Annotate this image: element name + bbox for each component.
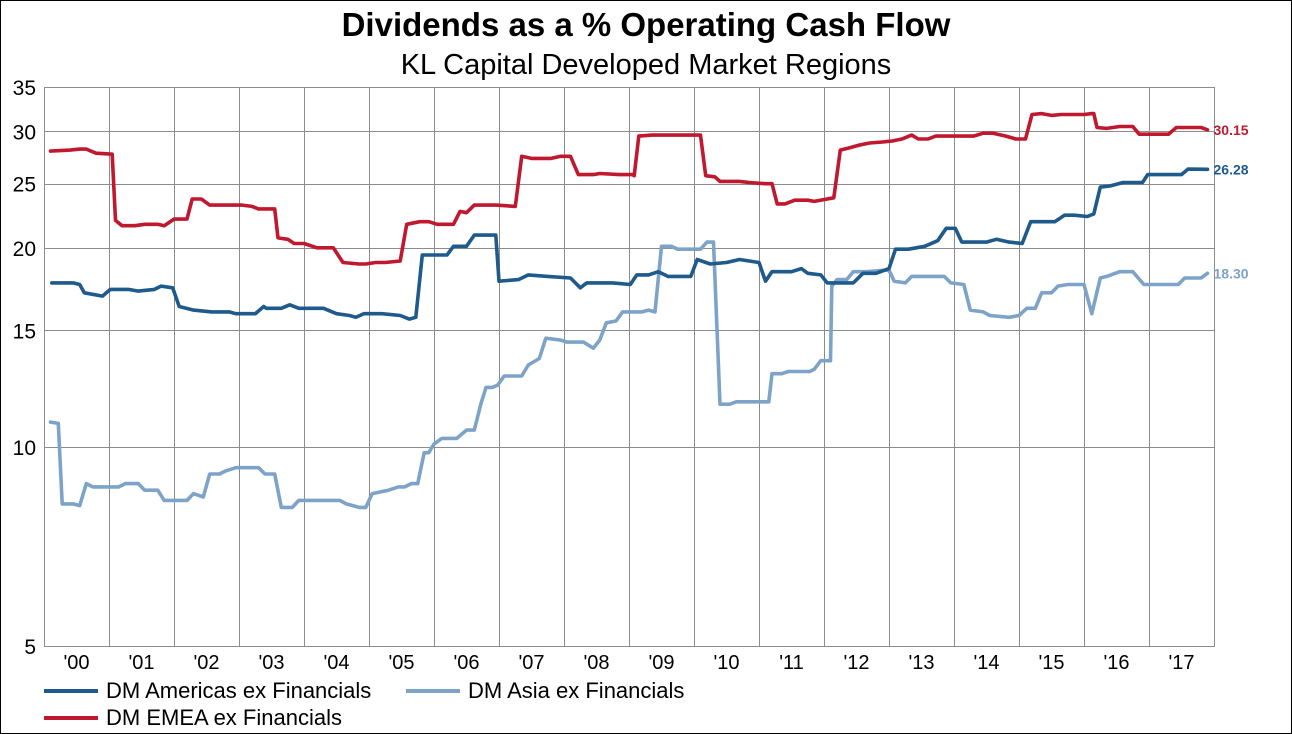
x-tick-label: '17	[1168, 652, 1194, 674]
series-end-label-1: 18.30	[1214, 265, 1249, 281]
x-tick-label: '11	[779, 652, 804, 674]
series-end-label-2: 30.15	[1214, 122, 1249, 138]
legend-swatch-americas	[44, 689, 98, 693]
y-tick-label: 30	[13, 121, 36, 144]
x-axis-tick-labels: '00 '01 '02 '03 '04 '05 '06 '07 '08 '09 '10 '11 '12 '…	[63, 652, 1194, 674]
chart-title: Dividends as a % Operating Cash Flow	[341, 6, 951, 43]
series-end-labels: 18.30 26.28 30.15	[1214, 122, 1249, 281]
y-tick-label: 10	[13, 437, 36, 460]
legend-item-asia[interactable]: DM Asia ex Financials	[406, 678, 684, 704]
legend-label-emea: DM EMEA ex Financials	[106, 705, 342, 730]
gridlines	[44, 87, 1215, 647]
x-tick-label: '16	[1103, 652, 1129, 674]
legend-item-emea[interactable]: DM EMEA ex Financials	[44, 705, 342, 731]
x-tick-label: '07	[518, 652, 544, 674]
y-axis-tick-labels: 35 30 25 20 15 10 5	[13, 77, 36, 659]
x-tick-label: '09	[648, 652, 674, 674]
x-tick-label: '15	[1038, 652, 1064, 674]
x-tick-label: '13	[908, 652, 934, 674]
x-tick-label: '04	[323, 652, 349, 674]
x-tick-label: '03	[258, 652, 284, 674]
y-tick-label: 5	[24, 636, 36, 659]
x-tick-label: '06	[453, 652, 479, 674]
series-end-label-0: 26.28	[1214, 161, 1249, 177]
x-tick-label: '01	[128, 652, 154, 674]
legend-item-americas[interactable]: DM Americas ex Financials	[44, 678, 371, 704]
x-tick-label: '12	[843, 652, 869, 674]
y-tick-label: 25	[13, 174, 36, 197]
legend-label-americas: DM Americas ex Financials	[106, 678, 372, 703]
plot-border	[44, 87, 1215, 647]
y-tick-label: 20	[13, 238, 36, 261]
series-line-0	[50, 167, 1210, 321]
chart-subtitle: KL Capital Developed Market Regions	[400, 49, 892, 81]
y-tick-label: 35	[13, 77, 36, 100]
legend-swatch-asia	[406, 689, 460, 693]
series-line-1	[48, 240, 1210, 510]
x-tick-label: '05	[388, 652, 414, 674]
x-tick-label: '10	[713, 652, 739, 674]
legend-label-asia: DM Asia ex Financials	[468, 678, 685, 703]
series-line-2	[48, 111, 1210, 266]
x-tick-label: '14	[973, 652, 999, 674]
legend-swatch-emea	[44, 716, 98, 720]
x-tick-label: '00	[63, 652, 89, 674]
series-lines	[48, 111, 1210, 510]
y-tick-label: 15	[13, 320, 36, 343]
x-tick-label: '08	[583, 652, 609, 674]
x-tick-label: '02	[193, 652, 219, 674]
